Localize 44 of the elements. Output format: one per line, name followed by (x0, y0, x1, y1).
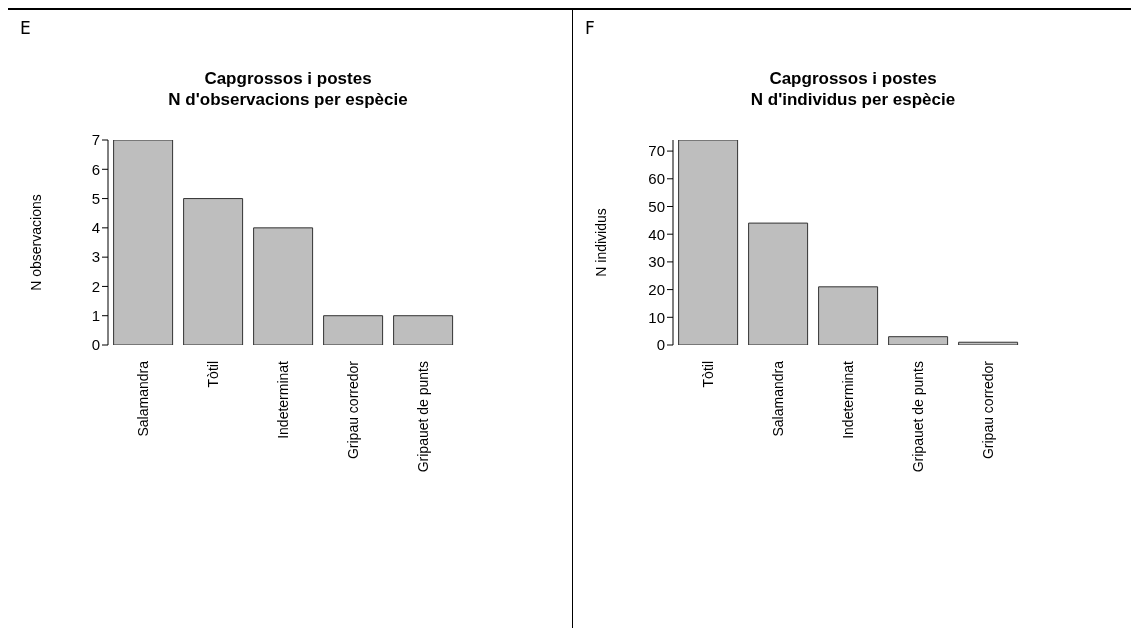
y-tick-label: 2 (91, 277, 100, 295)
bar (393, 315, 454, 345)
text: E (20, 18, 31, 38)
y-tick-label: 1 (91, 307, 100, 325)
bar (113, 140, 174, 345)
bar (323, 315, 384, 345)
bar (888, 336, 949, 345)
y-tick-label: 60 (648, 170, 665, 188)
y-tick-label: 30 (648, 253, 665, 271)
y-tick-label: 4 (91, 219, 100, 237)
text: F (585, 18, 595, 38)
y-tick-label: 7 (91, 131, 100, 149)
bar (748, 222, 809, 345)
y-axis-title: N observacions (27, 194, 44, 291)
y-tick-label: 6 (91, 160, 100, 178)
y-tick-label: 70 (648, 142, 665, 160)
x-tick-label: Gripau corredor (345, 360, 361, 460)
y-tick-label: 10 (648, 308, 665, 326)
chart-subtitle: N d'individus per espècie (749, 89, 957, 110)
y-tick-label: 20 (648, 280, 665, 298)
chart-title: Capgrossos i postes (203, 68, 373, 89)
x-tick-label: Gripau corredor (980, 360, 996, 460)
x-tick-label: Salamandra (770, 360, 786, 437)
x-tick-label: Tòtil (205, 361, 221, 388)
x-tick-label: Indeterminat (275, 360, 291, 439)
bar (958, 341, 1019, 345)
x-tick-label: Gripauet de punts (910, 361, 926, 473)
bar (253, 227, 314, 345)
y-tick-label: 0 (656, 336, 665, 354)
bar (678, 140, 739, 345)
y-tick-label: 0 (91, 336, 100, 354)
y-tick-label: 5 (91, 189, 100, 207)
x-tick-label: Indeterminat (840, 360, 856, 439)
x-tick-label: Gripauet de punts (415, 361, 431, 473)
x-tick-label: Salamandra (135, 360, 151, 437)
chart-title: Capgrossos i postes (768, 68, 938, 89)
chart-subtitle: N d'observacions per espècie (167, 89, 409, 110)
y-tick-label: 50 (648, 197, 665, 215)
y-tick-label: 3 (91, 248, 100, 266)
bar (818, 286, 879, 345)
y-axis-title: N individus (592, 208, 609, 277)
x-tick-label: Tòtil (700, 361, 716, 388)
y-tick-label: 40 (648, 225, 665, 243)
bar (183, 198, 244, 345)
